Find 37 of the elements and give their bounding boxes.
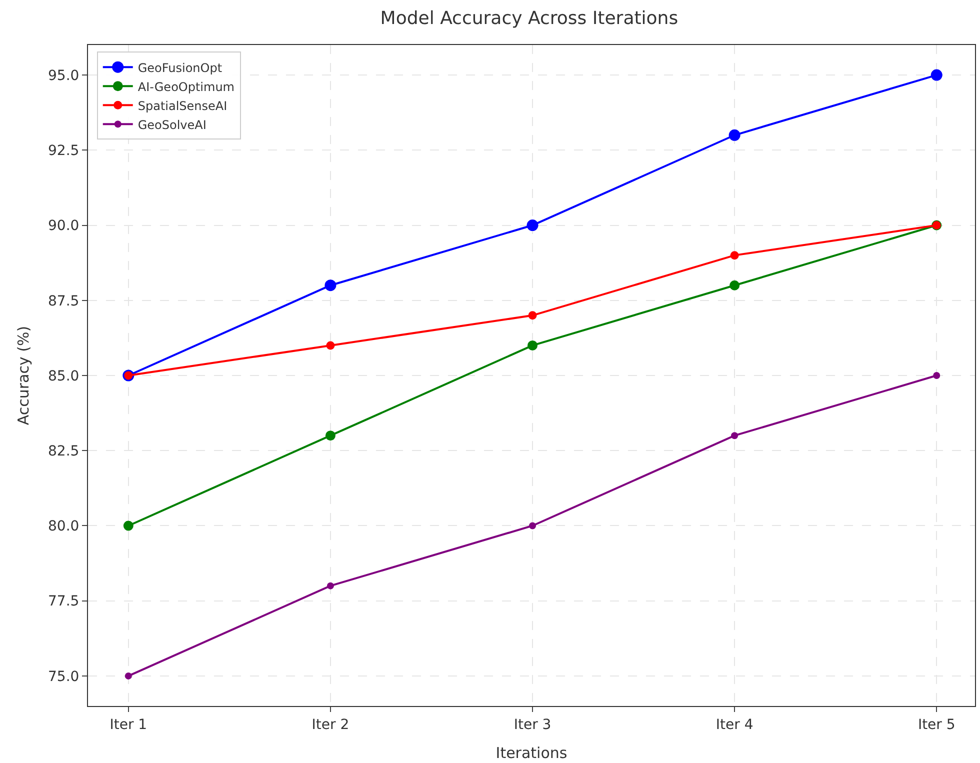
y-tick-label: 82.5 [48,444,80,460]
point [325,430,336,441]
point [728,129,740,141]
chart-title: Model Accuracy Across Iterations [380,8,678,30]
point [930,69,942,81]
legend-label: GeoSolveAI [138,118,206,132]
point [123,520,134,531]
point [730,251,739,260]
y-axis-title: Accuracy (%) [14,326,32,426]
y-tick-label: 77.5 [48,594,80,610]
point [326,341,335,350]
point [731,432,738,440]
point [324,280,336,292]
x-tick-label: Iter 3 [514,716,552,733]
legend-label: GeoFusionOpt [138,60,222,75]
x-tick-label: Iter 4 [716,716,754,733]
legend-label: SpatialSenseAI [138,98,228,113]
y-tick-label: 95.0 [48,68,80,84]
legend-label: AI-GeoOptimum [138,80,235,94]
point [529,522,536,530]
x-tick-label: Iter 2 [312,716,350,733]
y-tick-label: 75.0 [48,668,80,685]
y-tick-label: 92.5 [48,143,80,160]
point [526,220,538,232]
point [326,582,334,590]
y-tick-label: 80.0 [48,518,80,535]
point [933,372,940,379]
y-tick-label: 90.0 [48,218,80,234]
point [528,311,537,320]
point [124,672,132,680]
point [528,340,538,350]
x-tick-label: Iter 1 [110,716,148,733]
point [730,280,740,290]
y-tick-label: 87.5 [48,293,80,310]
x-tick-label: Iter 5 [918,716,956,733]
y-tick-label: 85.0 [48,368,80,384]
x-axis-title: Iterations [496,744,568,762]
